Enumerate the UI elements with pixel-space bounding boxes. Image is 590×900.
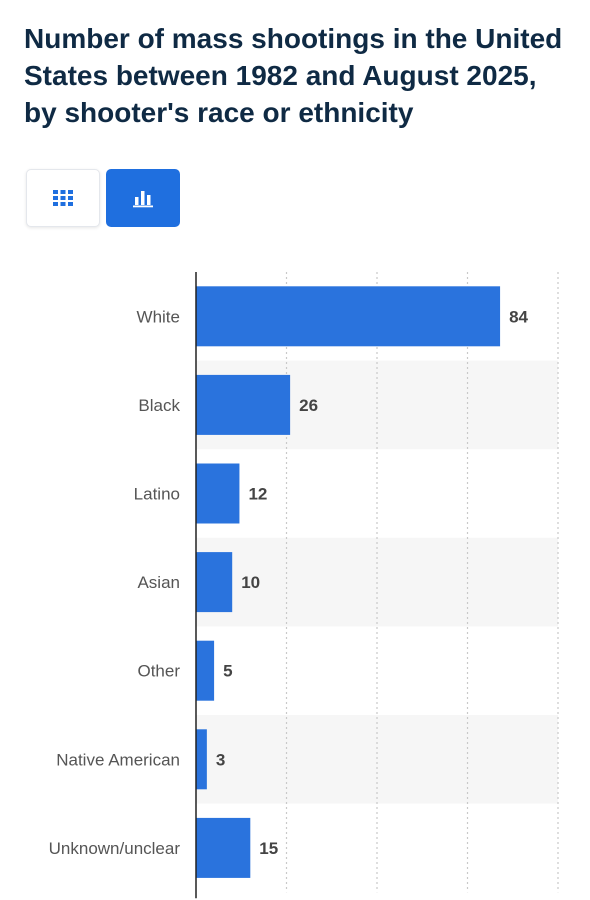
value-label: 5 — [223, 662, 232, 681]
table-view-button[interactable] — [26, 169, 100, 227]
bar-black — [196, 374, 291, 435]
value-label: 15 — [259, 839, 278, 858]
category-label: Black — [138, 396, 180, 415]
bar-white — [196, 286, 501, 347]
bar-asian — [196, 552, 233, 613]
category-label: Latino — [134, 485, 180, 504]
category-label: Other — [137, 662, 180, 681]
bar-chart: White 84 Black 26 Latino 12 Asian 10 Other 5 Nativ… — [49, 272, 559, 899]
bar-unknown-unclear — [196, 817, 251, 878]
value-label: 12 — [248, 485, 267, 504]
bar-other — [196, 640, 215, 701]
category-label: Unknown/unclear — [49, 839, 181, 858]
bar-native-american — [196, 729, 207, 790]
category-label: White — [137, 307, 180, 326]
value-label: 26 — [299, 396, 318, 415]
value-label: 10 — [241, 573, 260, 592]
bar-latino — [196, 463, 240, 524]
chart-view-button[interactable] — [106, 169, 180, 227]
value-label: 84 — [509, 307, 528, 326]
grid-icon — [53, 190, 73, 206]
category-label: Asian — [137, 573, 180, 592]
chart-title: Number of mass shootings in the United S… — [24, 23, 563, 128]
view-toggle — [26, 169, 180, 227]
category-label: Native American — [56, 750, 180, 769]
bar-chart-icon — [133, 191, 153, 208]
value-label: 3 — [216, 750, 225, 769]
